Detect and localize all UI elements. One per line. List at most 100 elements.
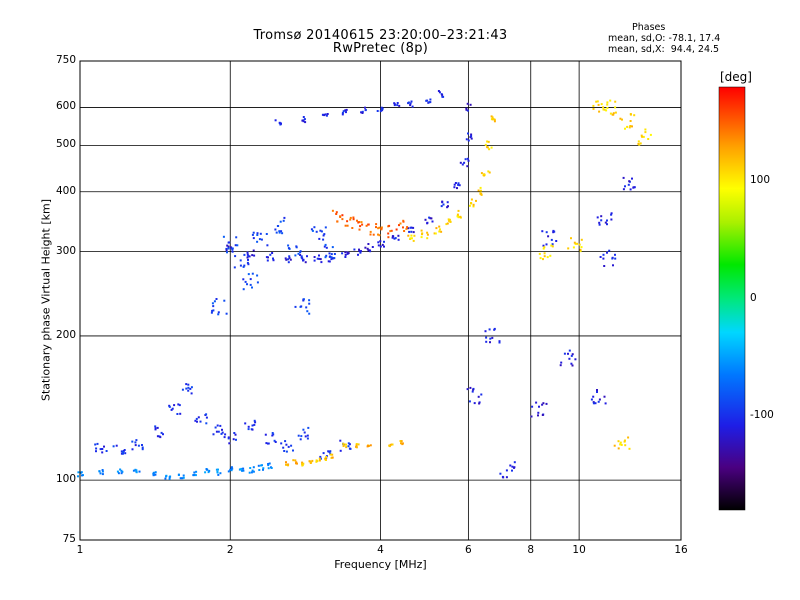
- data-point: [327, 450, 330, 453]
- data-point: [259, 464, 262, 467]
- data-point: [345, 108, 348, 111]
- data-point: [457, 216, 460, 219]
- data-point: [301, 119, 304, 122]
- data-point: [77, 471, 80, 474]
- data-point: [220, 432, 223, 435]
- data-point: [475, 199, 477, 202]
- data-point: [421, 233, 423, 236]
- data-point: [217, 313, 220, 316]
- data-point: [349, 216, 352, 219]
- data-point: [498, 341, 501, 344]
- data-point: [212, 305, 215, 308]
- data-point: [433, 232, 436, 235]
- data-point: [216, 424, 219, 427]
- data-point: [181, 388, 184, 391]
- data-point: [446, 206, 449, 209]
- x-tick-label: 1: [76, 544, 84, 556]
- data-point: [489, 341, 491, 344]
- data-point: [230, 466, 233, 469]
- data-point: [612, 113, 615, 116]
- data-point: [468, 400, 471, 403]
- data-point: [539, 257, 542, 260]
- data-point: [357, 443, 360, 446]
- data-point: [468, 204, 471, 207]
- data-point: [280, 442, 283, 445]
- data-point: [608, 249, 611, 252]
- data-point: [95, 447, 98, 450]
- data-point: [614, 111, 617, 114]
- data-point: [267, 442, 269, 445]
- data-point: [484, 330, 487, 333]
- data-point: [580, 246, 583, 249]
- data-point: [308, 299, 311, 302]
- data-point: [442, 95, 445, 98]
- data-point: [304, 121, 307, 124]
- colorbar-tick-label: 100: [750, 174, 771, 186]
- data-point: [600, 103, 603, 106]
- data-point: [212, 309, 215, 312]
- data-point: [465, 108, 468, 111]
- data-point: [357, 221, 360, 224]
- data-point: [550, 244, 553, 247]
- data-point: [424, 218, 427, 221]
- data-point: [449, 220, 452, 223]
- data-point: [399, 440, 402, 442]
- data-point: [470, 135, 473, 138]
- data-point: [327, 260, 330, 263]
- data-point: [242, 288, 245, 291]
- data-point: [281, 232, 284, 235]
- data-point: [403, 230, 406, 232]
- data-point: [426, 99, 429, 102]
- data-point: [420, 229, 423, 232]
- data-point: [391, 443, 394, 446]
- data-point: [375, 226, 377, 229]
- data-point: [369, 444, 372, 447]
- data-point: [372, 233, 375, 236]
- data-point: [246, 283, 248, 286]
- data-point: [242, 469, 245, 472]
- data-point: [292, 459, 295, 462]
- data-point: [214, 426, 217, 429]
- data-point: [181, 477, 184, 480]
- data-point: [251, 286, 253, 289]
- data-point: [606, 223, 608, 226]
- data-point: [555, 240, 558, 242]
- data-point: [325, 456, 328, 458]
- data-point: [380, 228, 383, 231]
- data-point: [649, 133, 652, 136]
- data-point: [644, 128, 647, 131]
- data-point: [285, 258, 288, 261]
- data-point: [379, 240, 382, 243]
- data-point: [246, 261, 249, 264]
- data-point: [335, 211, 338, 214]
- data-point: [466, 157, 469, 160]
- data-point: [538, 405, 540, 408]
- data-point: [501, 475, 504, 478]
- data-point: [257, 464, 260, 467]
- data-point: [216, 471, 219, 474]
- data-point: [272, 259, 275, 262]
- data-point: [426, 233, 429, 236]
- data-point: [135, 471, 138, 474]
- data-point: [617, 440, 620, 443]
- data-point: [606, 103, 609, 106]
- data-point: [225, 249, 228, 252]
- data-point: [226, 244, 229, 247]
- data-point: [299, 251, 302, 254]
- data-point: [499, 472, 502, 475]
- data-point: [344, 256, 347, 258]
- data-point: [341, 111, 344, 114]
- data-point: [280, 122, 282, 125]
- data-point: [112, 445, 115, 448]
- data-point: [388, 444, 391, 447]
- data-point: [268, 462, 271, 465]
- data-point: [212, 433, 215, 436]
- data-point: [154, 473, 157, 476]
- data-point: [367, 249, 370, 252]
- data-point: [488, 328, 491, 331]
- data-point: [410, 230, 413, 233]
- data-point: [95, 450, 97, 453]
- chart-subtitle: RwPretec (8p): [332, 41, 429, 56]
- data-point: [190, 392, 193, 395]
- data-point: [308, 302, 311, 305]
